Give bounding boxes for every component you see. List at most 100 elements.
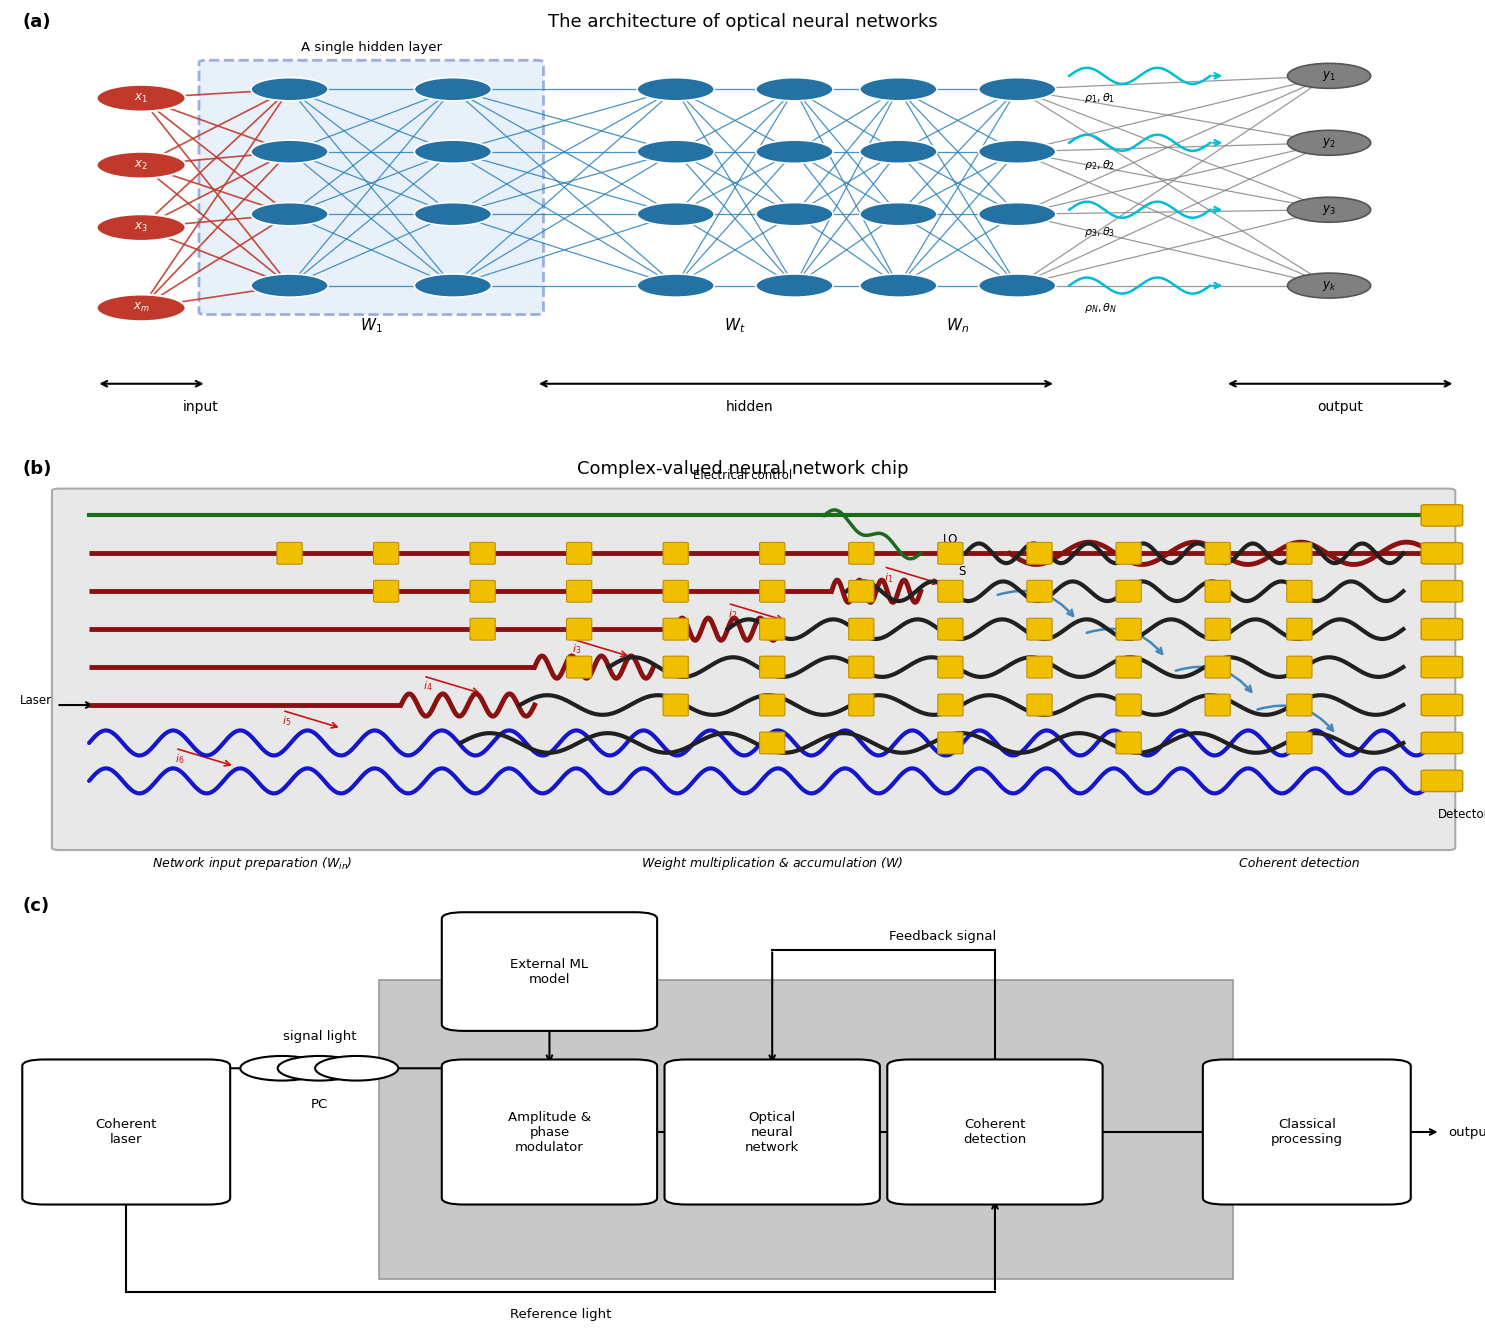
Text: $y_1$: $y_1$ <box>1322 69 1336 83</box>
FancyBboxPatch shape <box>1286 733 1313 754</box>
FancyBboxPatch shape <box>939 657 964 678</box>
FancyBboxPatch shape <box>1117 542 1142 565</box>
Text: $W_t$: $W_t$ <box>725 317 745 336</box>
FancyBboxPatch shape <box>849 581 873 602</box>
FancyBboxPatch shape <box>1206 657 1230 678</box>
FancyBboxPatch shape <box>849 694 873 717</box>
FancyBboxPatch shape <box>939 618 964 641</box>
FancyBboxPatch shape <box>662 581 689 602</box>
Circle shape <box>756 77 833 101</box>
Text: input: input <box>183 400 218 413</box>
FancyBboxPatch shape <box>567 542 591 565</box>
Circle shape <box>756 202 833 226</box>
FancyBboxPatch shape <box>939 581 964 602</box>
Text: $x_m$: $x_m$ <box>132 301 150 314</box>
Circle shape <box>278 1056 361 1080</box>
FancyBboxPatch shape <box>1117 694 1142 717</box>
Text: $i_1$: $i_1$ <box>884 571 892 585</box>
Text: Coherent
detection: Coherent detection <box>964 1118 1026 1146</box>
Text: $x_2$: $x_2$ <box>134 159 149 172</box>
Text: PC: PC <box>310 1098 328 1111</box>
Text: Weight multiplication & accumulation ($W$): Weight multiplication & accumulation ($W… <box>642 855 903 872</box>
FancyBboxPatch shape <box>662 618 689 641</box>
FancyBboxPatch shape <box>1286 581 1313 602</box>
FancyBboxPatch shape <box>1117 581 1142 602</box>
FancyBboxPatch shape <box>1117 618 1142 641</box>
FancyBboxPatch shape <box>469 618 496 641</box>
FancyBboxPatch shape <box>888 1059 1103 1204</box>
FancyBboxPatch shape <box>1286 542 1313 565</box>
FancyBboxPatch shape <box>1286 618 1313 641</box>
FancyBboxPatch shape <box>567 618 591 641</box>
Circle shape <box>1287 64 1371 88</box>
Text: Reference light: Reference light <box>509 1308 612 1321</box>
Circle shape <box>315 1056 398 1080</box>
Text: $i_4$: $i_4$ <box>423 679 432 693</box>
FancyBboxPatch shape <box>1286 694 1313 717</box>
Circle shape <box>414 274 492 297</box>
Text: LO: LO <box>943 533 958 546</box>
Circle shape <box>414 202 492 226</box>
Text: $i_5$: $i_5$ <box>282 714 291 727</box>
FancyBboxPatch shape <box>567 657 591 678</box>
Circle shape <box>756 140 833 164</box>
FancyBboxPatch shape <box>760 581 786 602</box>
Circle shape <box>756 274 833 297</box>
FancyBboxPatch shape <box>1421 770 1463 791</box>
Text: signal light: signal light <box>282 1030 356 1043</box>
Text: $i_3$: $i_3$ <box>572 642 581 657</box>
FancyBboxPatch shape <box>469 581 496 602</box>
FancyBboxPatch shape <box>1117 733 1142 754</box>
Text: $\rho_1, \theta_1$: $\rho_1, \theta_1$ <box>1084 92 1115 105</box>
FancyBboxPatch shape <box>662 694 689 717</box>
FancyBboxPatch shape <box>1206 581 1230 602</box>
Circle shape <box>637 274 714 297</box>
FancyBboxPatch shape <box>662 542 689 565</box>
Circle shape <box>1287 273 1371 298</box>
Circle shape <box>251 77 328 101</box>
FancyBboxPatch shape <box>849 618 873 641</box>
Text: output: output <box>1317 400 1363 413</box>
Text: Coherent detection: Coherent detection <box>1238 856 1360 870</box>
Circle shape <box>251 274 328 297</box>
Text: (a): (a) <box>22 13 50 32</box>
FancyBboxPatch shape <box>1206 618 1230 641</box>
Text: $\rho_N, \theta_N$: $\rho_N, \theta_N$ <box>1084 301 1117 316</box>
FancyBboxPatch shape <box>849 542 873 565</box>
Circle shape <box>979 274 1056 297</box>
Circle shape <box>637 77 714 101</box>
FancyBboxPatch shape <box>374 581 398 602</box>
Circle shape <box>860 274 937 297</box>
FancyBboxPatch shape <box>1421 505 1463 526</box>
FancyBboxPatch shape <box>760 542 786 565</box>
Text: Network input preparation ($W_{in}$): Network input preparation ($W_{in}$) <box>151 855 353 872</box>
Circle shape <box>637 140 714 164</box>
Circle shape <box>414 77 492 101</box>
Circle shape <box>97 85 186 112</box>
FancyBboxPatch shape <box>939 542 964 565</box>
Text: Detector: Detector <box>1437 807 1485 821</box>
FancyBboxPatch shape <box>22 1059 230 1204</box>
Circle shape <box>97 294 186 321</box>
Text: (b): (b) <box>22 460 52 478</box>
Text: $x_3$: $x_3$ <box>134 221 149 234</box>
Text: Coherent
laser: Coherent laser <box>95 1118 157 1146</box>
Text: External ML
model: External ML model <box>511 958 588 986</box>
Circle shape <box>860 140 937 164</box>
FancyBboxPatch shape <box>1421 542 1463 563</box>
FancyBboxPatch shape <box>52 489 1455 850</box>
FancyBboxPatch shape <box>1028 618 1051 641</box>
FancyBboxPatch shape <box>760 733 786 754</box>
FancyBboxPatch shape <box>760 694 786 717</box>
Text: Complex-valued neural network chip: Complex-valued neural network chip <box>576 460 909 478</box>
Text: hidden: hidden <box>726 400 774 413</box>
Text: The architecture of optical neural networks: The architecture of optical neural netwo… <box>548 13 937 32</box>
Circle shape <box>251 202 328 226</box>
Text: S: S <box>958 565 965 578</box>
Text: Classical
processing: Classical processing <box>1271 1118 1342 1146</box>
Circle shape <box>979 202 1056 226</box>
Circle shape <box>1287 131 1371 156</box>
Text: $W_1$: $W_1$ <box>359 317 383 336</box>
FancyBboxPatch shape <box>939 733 964 754</box>
Circle shape <box>1287 197 1371 222</box>
